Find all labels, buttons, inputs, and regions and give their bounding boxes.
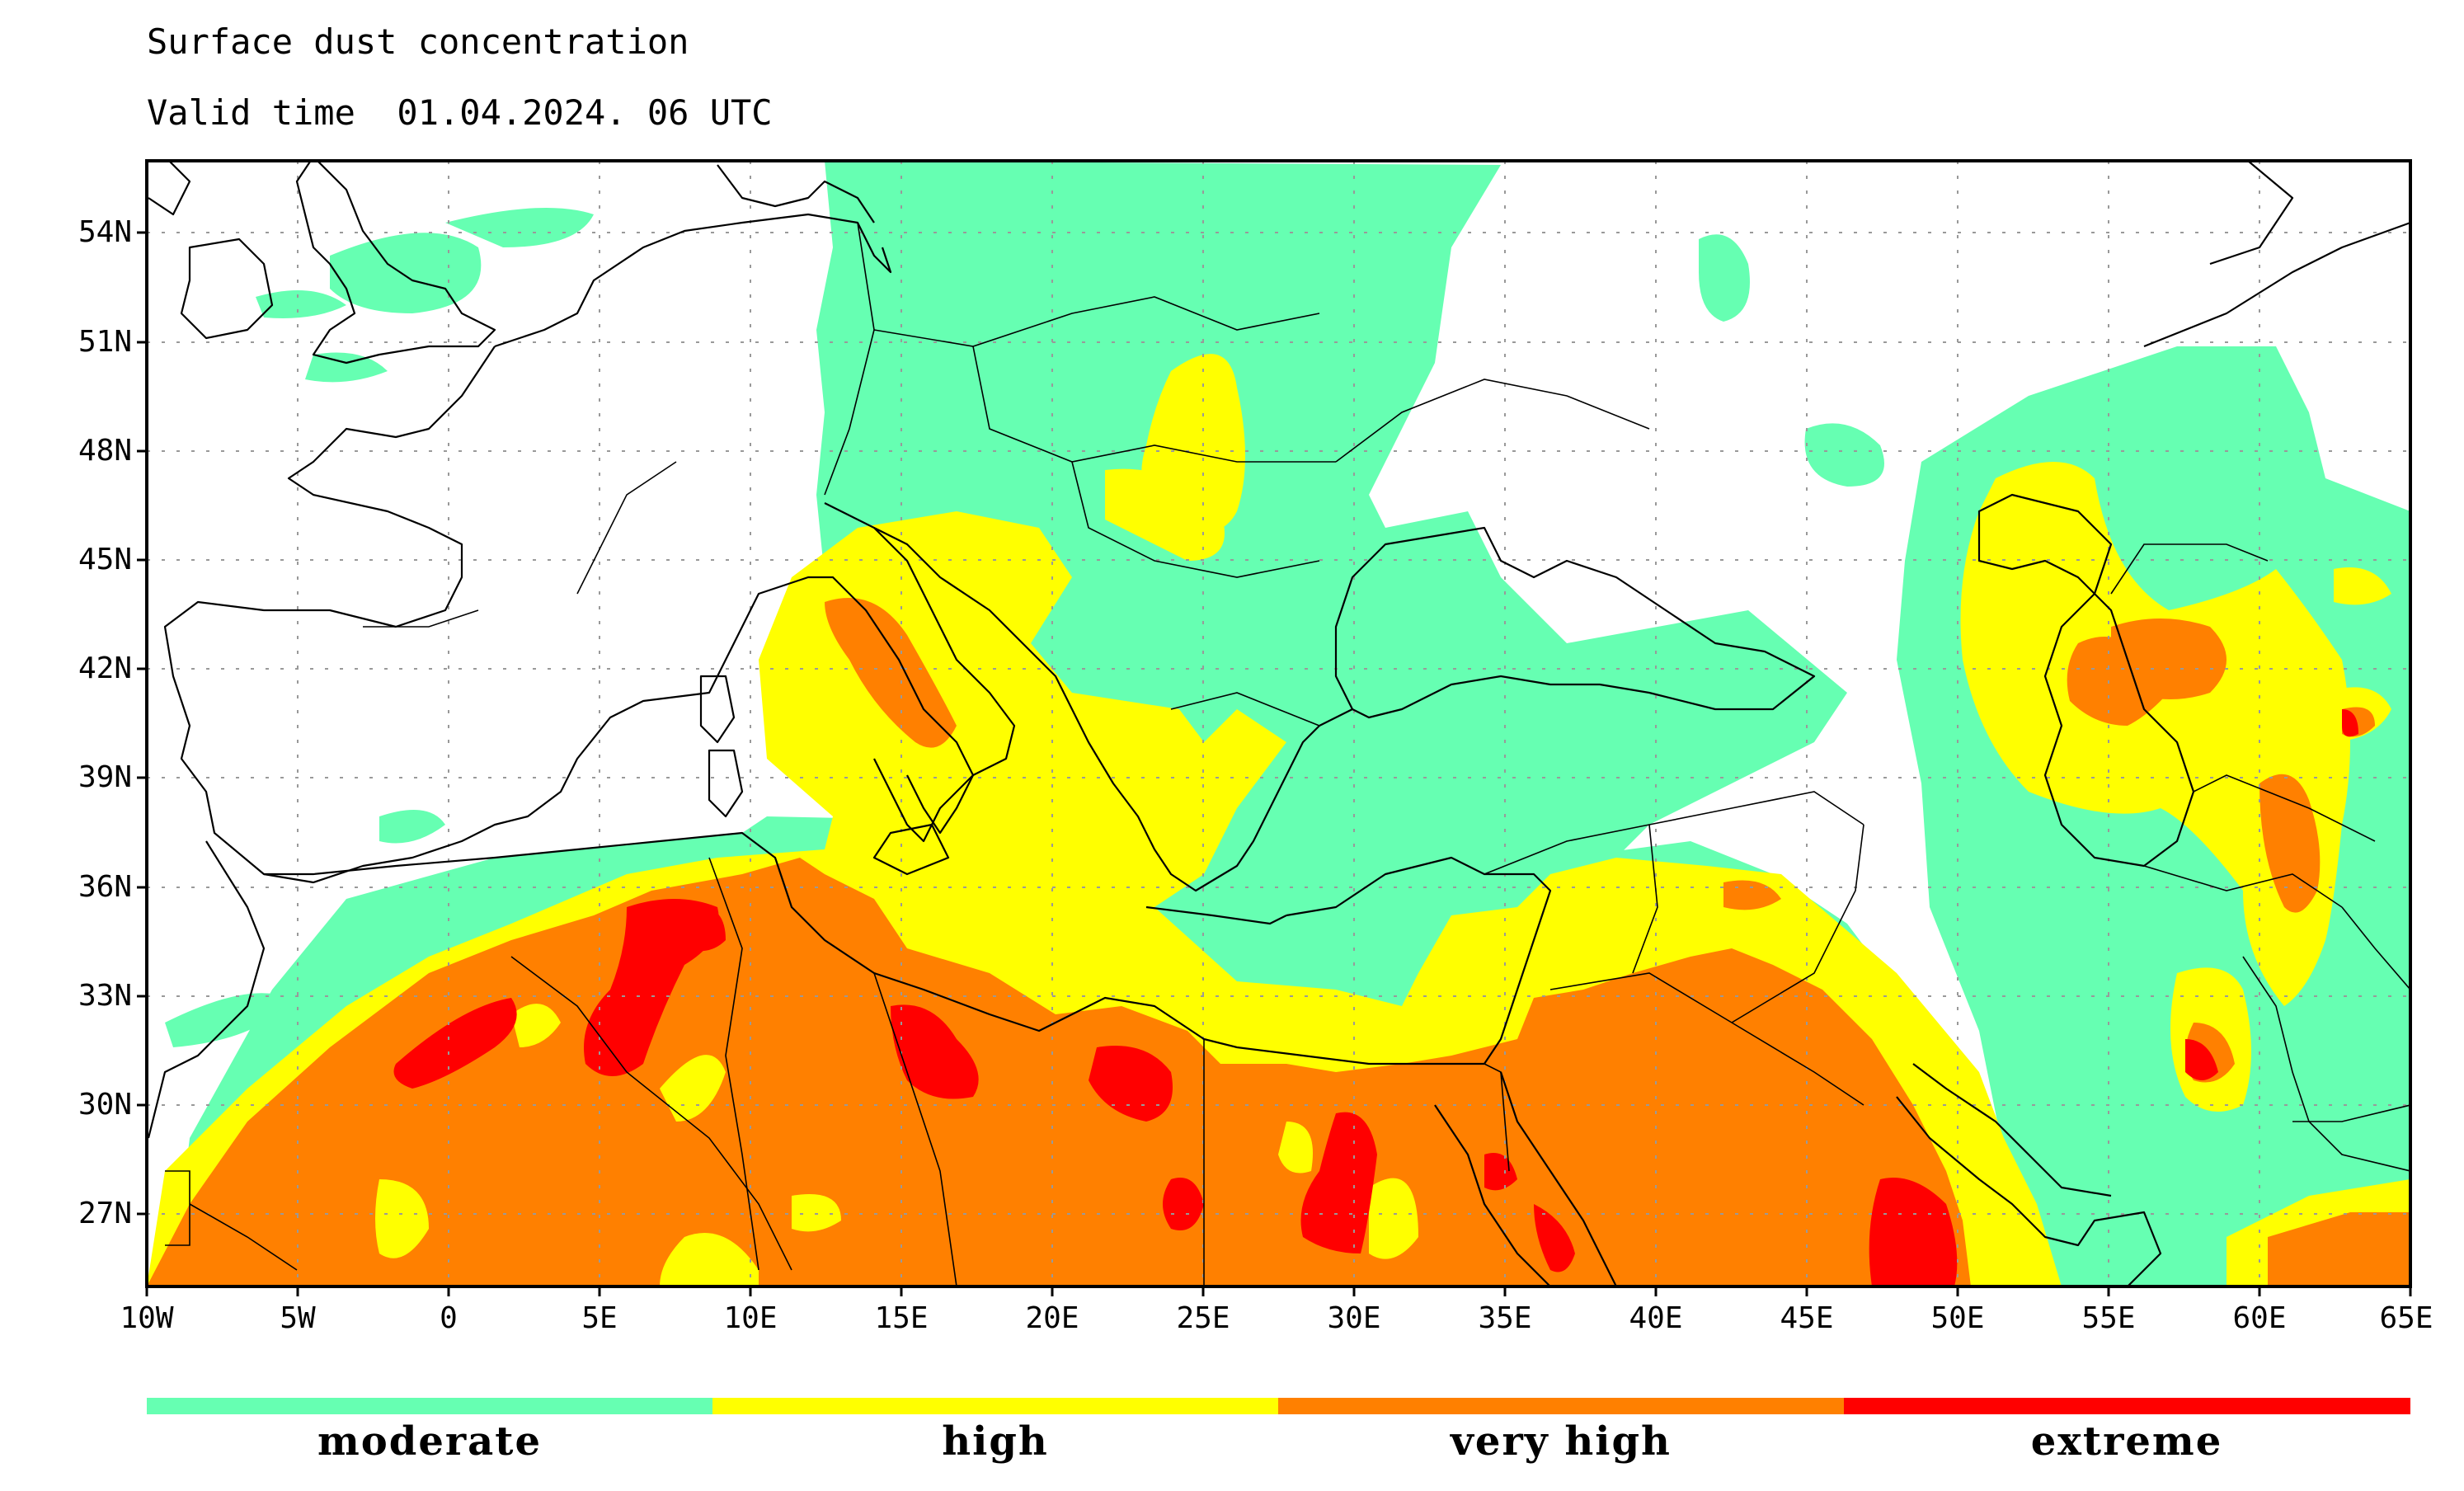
legend-swatch-moderate (147, 1398, 712, 1414)
lat-label-48n: 48N (78, 434, 132, 468)
lon-label-5e: 5E (581, 1301, 618, 1335)
lat-label-30n: 30N (78, 1088, 132, 1122)
lat-label-42n: 42N (78, 651, 132, 685)
lon-label-15e: 15E (874, 1301, 929, 1335)
lon-label-5w: 5W (280, 1301, 316, 1335)
legend-swatch-very-high (1278, 1398, 1844, 1414)
lon-label-30e: 30E (1327, 1301, 1381, 1335)
graticule (147, 161, 2410, 1286)
lat-label-54n: 54N (78, 215, 132, 249)
chart-title: Surface dust concentration (147, 21, 689, 62)
lon-label-50e: 50E (1930, 1301, 1985, 1335)
legend-label-high: high (942, 1418, 1049, 1465)
legend-label-moderate: moderate (317, 1418, 542, 1465)
lon-label-10w: 10W (120, 1301, 174, 1335)
lat-label-45n: 45N (78, 543, 132, 576)
legend-swatch-high (712, 1398, 1278, 1414)
lon-label-35e: 35E (1478, 1301, 1532, 1335)
lon-label-65e: 65E (2379, 1301, 2433, 1335)
borders (165, 222, 2410, 1286)
legend-swatch-extreme (1844, 1398, 2410, 1414)
legend-label-extreme: extreme (2030, 1418, 2223, 1465)
high-pockets (375, 1004, 1418, 1286)
lat-label-51n: 51N (78, 325, 132, 359)
lon-label-20e: 20E (1025, 1301, 1079, 1335)
lon-label-10e: 10E (723, 1301, 778, 1335)
lon-label-60e: 60E (2232, 1301, 2287, 1335)
lon-label-40e: 40E (1629, 1301, 1683, 1335)
valid-time: Valid time 01.04.2024. 06 UTC (147, 92, 773, 133)
lat-label-33n: 33N (78, 979, 132, 1013)
axis-ticks (137, 231, 2412, 1296)
coastlines (147, 161, 2410, 1286)
extreme-zones (393, 709, 2358, 1286)
lon-label-0: 0 (440, 1301, 458, 1335)
lat-label-39n: 39N (78, 760, 132, 794)
map-frame (145, 159, 2412, 1288)
lon-label-55e: 55E (2081, 1301, 2136, 1335)
lon-label-45e: 45E (1780, 1301, 1834, 1335)
lon-label-25e: 25E (1176, 1301, 1230, 1335)
lat-label-27n: 27N (78, 1197, 132, 1230)
legend-label-very-high: very high (1451, 1418, 1672, 1465)
lat-label-36n: 36N (78, 870, 132, 904)
